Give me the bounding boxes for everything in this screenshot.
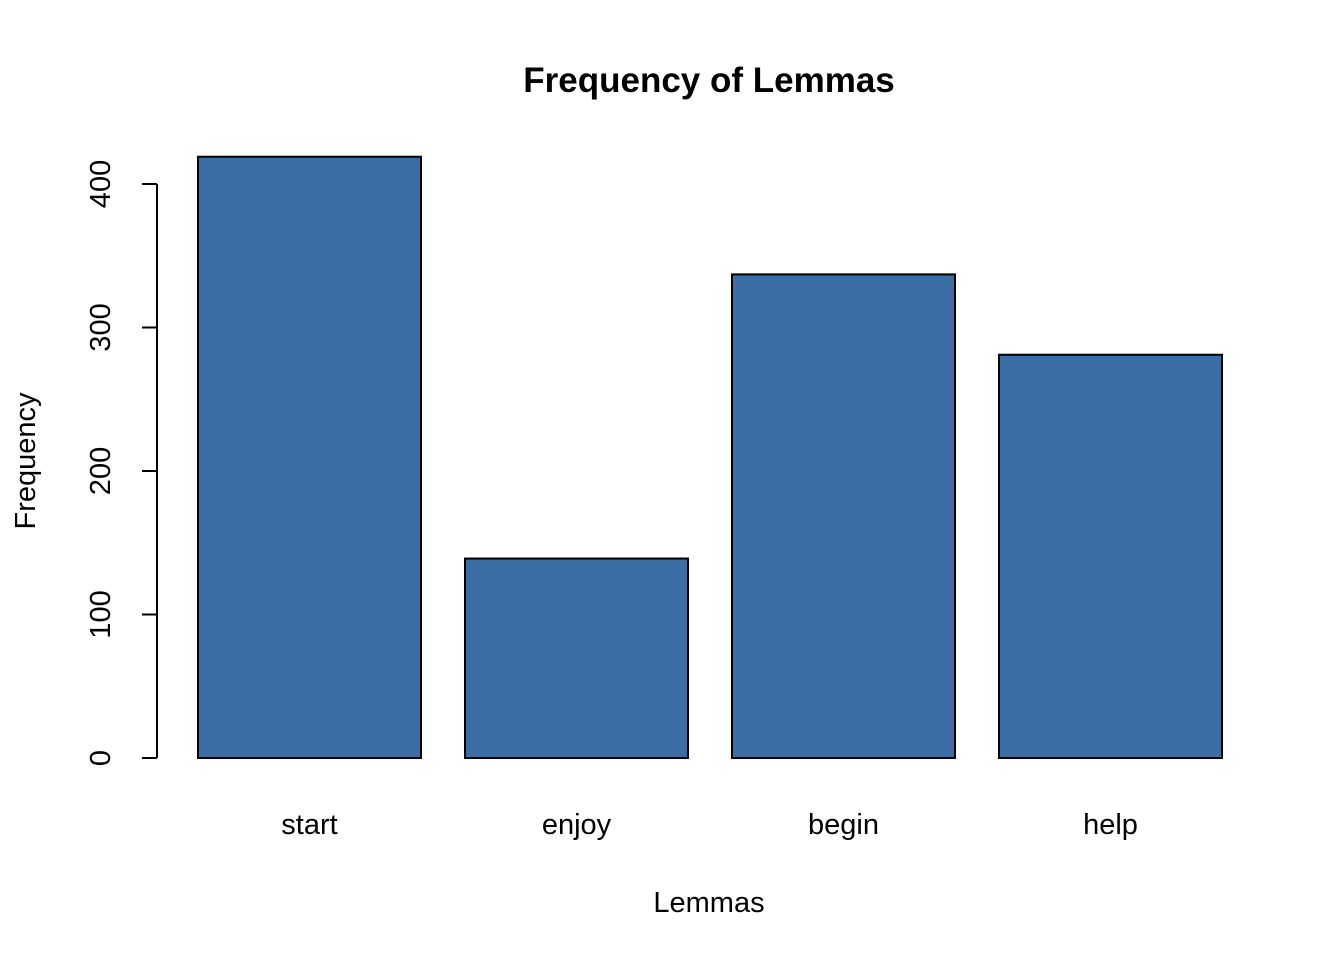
- bar-begin: [731, 273, 956, 759]
- bar-help: [998, 353, 1223, 759]
- x-tick-label-enjoy: enjoy: [542, 809, 612, 841]
- y-axis: 0 100 200 300 400: [85, 160, 158, 766]
- bar-start: [197, 155, 422, 760]
- y-tick-label-0: 0: [85, 750, 117, 766]
- y-tick-label-300: 300: [85, 303, 117, 351]
- x-tick-label-help: help: [1083, 809, 1138, 841]
- y-tick-label-200: 200: [85, 447, 117, 495]
- bars-group: [197, 155, 1223, 760]
- y-tick-label-100: 100: [85, 590, 117, 638]
- y-axis-title: Frequency: [10, 392, 42, 530]
- bar-enjoy: [464, 557, 689, 759]
- x-tick-label-start: start: [281, 809, 337, 841]
- x-axis-labels: start enjoy begin help: [281, 809, 1138, 841]
- x-tick-label-begin: begin: [808, 809, 879, 841]
- chart-title: Frequency of Lemmas: [523, 61, 895, 100]
- y-tick-label-400: 400: [85, 160, 117, 208]
- x-axis-title: Lemmas: [653, 887, 764, 919]
